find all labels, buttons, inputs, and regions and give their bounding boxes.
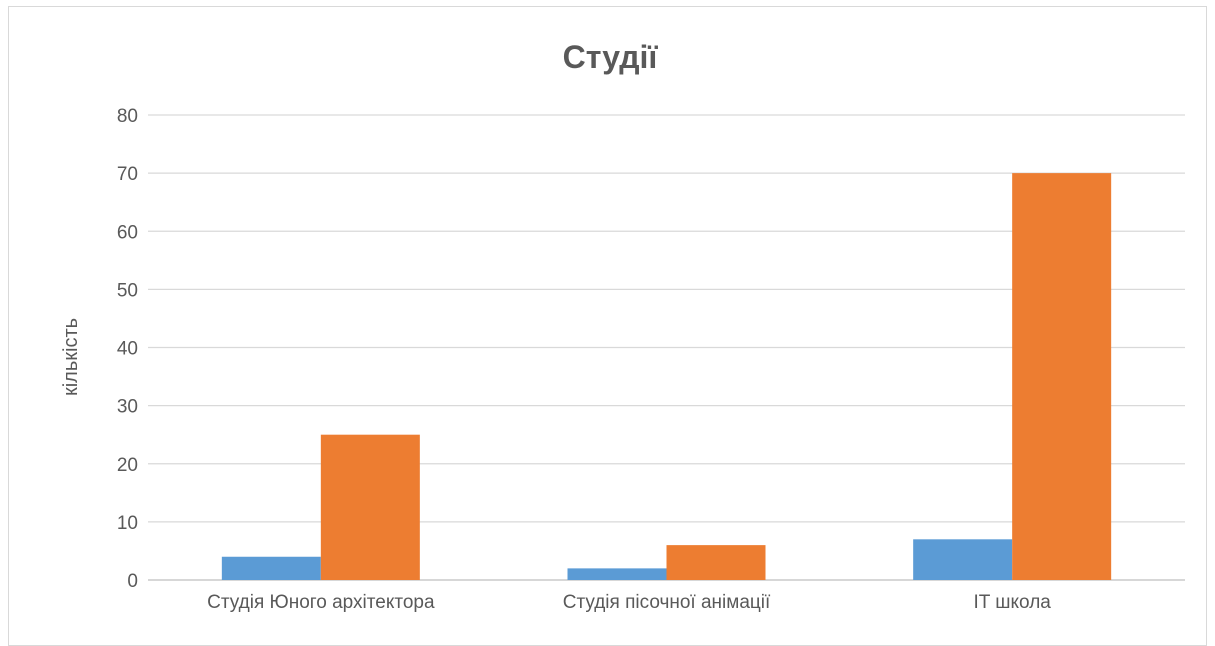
x-category-label: Студія пісочної анімації xyxy=(563,592,771,613)
y-tick-label: 10 xyxy=(117,513,138,534)
bar-series-1-cat-2 xyxy=(567,568,667,580)
y-tick-label: 80 xyxy=(117,106,138,127)
bar-series-1-cat-3 xyxy=(913,539,1013,580)
y-tick-label: 50 xyxy=(117,280,138,301)
bars xyxy=(221,173,1112,580)
y-tick-label: 30 xyxy=(117,397,138,418)
y-tick-label: 60 xyxy=(117,222,138,243)
y-tick-label: 0 xyxy=(127,571,138,592)
bar-series-2-cat-2 xyxy=(666,545,766,580)
bar-series-1-cat-1 xyxy=(221,556,321,580)
x-category-label: IT школа xyxy=(973,592,1051,613)
y-axis-title: кількість xyxy=(60,318,82,396)
y-tick-labels: 0 10 20 30 40 50 60 70 80 xyxy=(117,106,138,592)
y-tick-label: 40 xyxy=(117,339,138,360)
y-tick-label: 70 xyxy=(117,164,138,185)
bar-series-2-cat-1 xyxy=(320,434,420,580)
chart-title: Студії xyxy=(563,39,659,75)
x-category-label: Студія Юного архітектора xyxy=(207,592,435,613)
x-category-labels: Студія Юного архітектора Студія пісочної … xyxy=(207,592,1051,613)
bar-series-2-cat-3 xyxy=(1012,173,1112,580)
y-tick-label: 20 xyxy=(117,455,138,476)
bar-chart: Студії кількість 0 10 20 30 40 50 60 70 80 Студі… xyxy=(60,39,1185,613)
